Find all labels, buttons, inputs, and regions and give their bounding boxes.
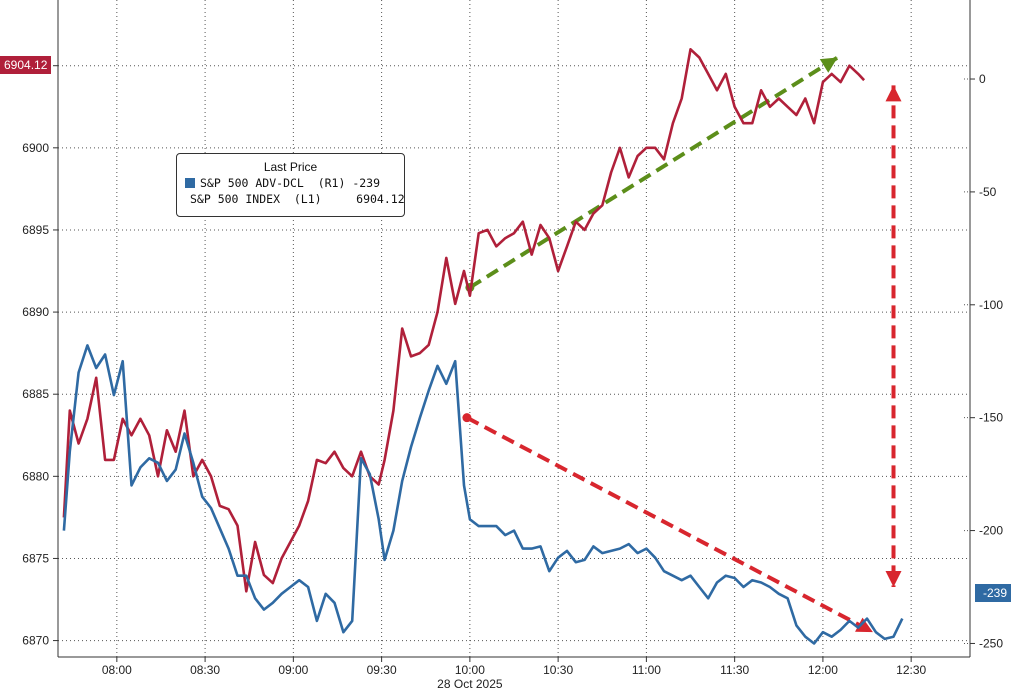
legend-entry-index: S&P 500 INDEX (L1) 6904.12 bbox=[185, 192, 405, 206]
green-trend-arrow-head bbox=[819, 57, 838, 73]
red-trend-arrow-head bbox=[855, 617, 873, 633]
x-tick-label: 08:30 bbox=[190, 663, 220, 677]
left-tick-label: 6880 bbox=[22, 469, 49, 483]
left-tick-label: 6885 bbox=[22, 387, 49, 401]
left-tick-label: 6870 bbox=[22, 634, 49, 648]
legend-swatch-adv-dcl bbox=[185, 178, 195, 188]
right-tick-label: -100 bbox=[979, 298, 1003, 312]
series-line-sp500-index bbox=[62, 48, 866, 593]
x-tick-label: 11:00 bbox=[632, 663, 661, 677]
right-tick-label: -50 bbox=[979, 185, 997, 199]
left-tick-label: 6890 bbox=[22, 305, 49, 319]
chart-axes bbox=[53, 0, 975, 662]
x-tick-label: 08:00 bbox=[102, 663, 132, 677]
left-tick-label: 6895 bbox=[22, 223, 49, 237]
series-lines bbox=[62, 48, 904, 645]
right-tick-label: -250 bbox=[979, 636, 1003, 650]
red-vertical-arrow-head-start bbox=[885, 85, 902, 102]
right-tick-label: 0 bbox=[979, 72, 986, 86]
series-line-adv-dcl bbox=[62, 344, 904, 645]
x-tick-label: 10:30 bbox=[543, 663, 573, 677]
legend-label-index: S&P 500 INDEX (L1) 6904.12 bbox=[190, 192, 405, 206]
right-tick-label: -200 bbox=[979, 524, 1003, 538]
x-tick-label: 12:00 bbox=[808, 663, 838, 677]
right-last-value-label: -239 bbox=[975, 584, 1012, 602]
x-axis-label: 28 Oct 2025 bbox=[437, 677, 503, 691]
x-tick-label: 10:00 bbox=[455, 663, 485, 677]
green-trend-arrow-shaft bbox=[468, 55, 839, 290]
trend-annotations bbox=[462, 55, 902, 634]
left-last-value-label: 6904.12 bbox=[0, 56, 52, 74]
left-tick-label: 6900 bbox=[22, 141, 49, 155]
tick-labels: 08:00 08:30 09:00 09:30 10:00 10:30 11:00 11:30… bbox=[22, 59, 1003, 691]
red-trend-arrow-shaft bbox=[465, 415, 874, 634]
x-tick-label: 09:30 bbox=[367, 663, 397, 677]
x-tick-label: 09:00 bbox=[278, 663, 308, 677]
x-tick-label: 12:30 bbox=[896, 663, 926, 677]
grid-lines bbox=[58, 0, 970, 657]
legend-label-adv-dcl: S&P 500 ADV-DCL (R1) -239 bbox=[200, 176, 381, 190]
left-tick-label: 6875 bbox=[22, 551, 49, 565]
legend: Last Price S&P 500 ADV-DCL (R1) -239 S&P… bbox=[176, 153, 405, 217]
right-tick-label: -150 bbox=[979, 411, 1003, 425]
legend-entry-adv-dcl: S&P 500 ADV-DCL (R1) -239 bbox=[185, 176, 404, 190]
red-vertical-arrow-head bbox=[885, 571, 902, 588]
x-tick-label: 11:30 bbox=[720, 663, 749, 677]
red-trend-arrow-start-dot bbox=[462, 413, 472, 423]
legend-title: Last Price bbox=[263, 160, 318, 174]
